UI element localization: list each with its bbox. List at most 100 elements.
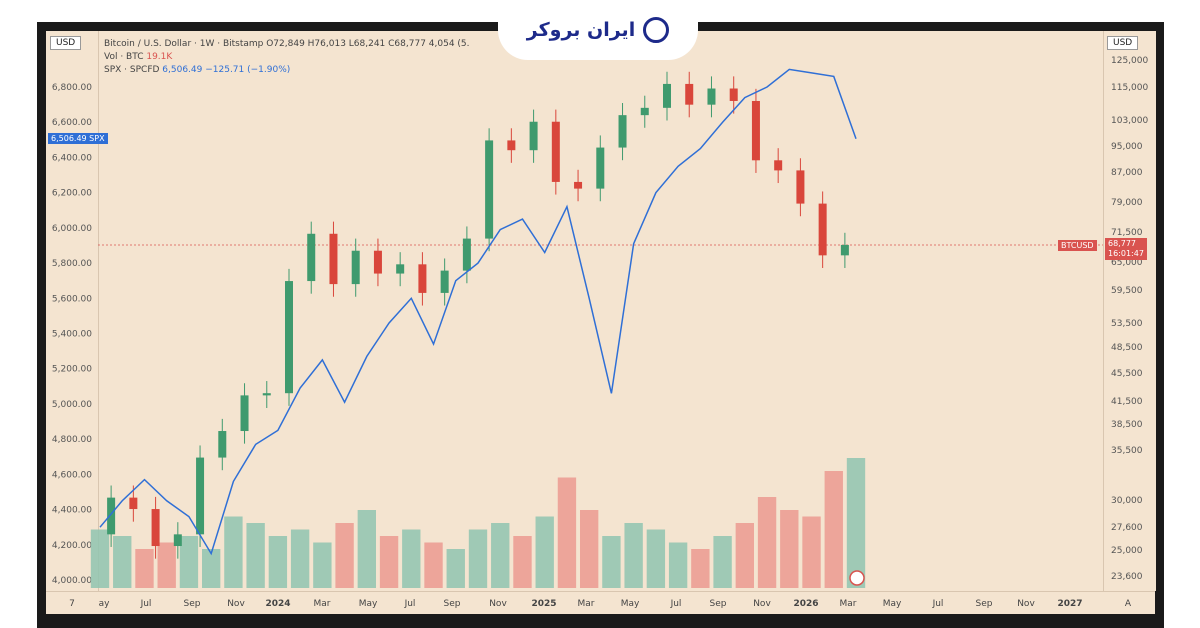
btc-price-tag: 68,777 16:01:47 <box>1105 238 1147 260</box>
volume-bar <box>224 516 243 588</box>
candle-body <box>507 140 516 151</box>
left-tick-label: 5,200.00 <box>52 365 92 375</box>
us-flag-icon <box>849 570 865 586</box>
candle-body <box>396 264 405 274</box>
volume-bar <box>290 529 310 588</box>
candle-body <box>373 250 382 274</box>
volume-bar <box>802 516 821 588</box>
x-tick-label: 2024 <box>265 599 290 609</box>
volume-bar <box>824 471 843 588</box>
candle-body <box>751 100 760 161</box>
x-tick-label: Jul <box>932 599 944 609</box>
left-tick-label: 5,000.00 <box>52 400 92 410</box>
volume-bar <box>602 536 621 588</box>
candle-body <box>485 140 494 239</box>
volume-bar <box>535 516 554 588</box>
spx-line <box>99 68 857 556</box>
left-tick-label: 5,800.00 <box>52 259 92 269</box>
candle-body <box>707 88 716 105</box>
candle-body <box>596 147 605 189</box>
right-tick-label: 45,500 <box>1111 369 1143 379</box>
right-tick-label: 59,500 <box>1111 286 1143 296</box>
legend-spx-value: 6,506.49 −125.71 (−1.90%) <box>162 65 291 75</box>
volume-bar <box>246 523 265 588</box>
right-tick-label: 65,000 <box>1111 258 1143 268</box>
x-tick-label: Nov <box>1017 599 1035 609</box>
volume-bar <box>846 458 866 588</box>
left-price-axis[interactable] <box>46 31 99 591</box>
x-tick-label: 2027 <box>1057 599 1082 609</box>
candle-body <box>818 203 827 256</box>
left-tick-label: 6,600.00 <box>52 118 92 128</box>
left-tick-label: 4,000.00 <box>52 576 92 586</box>
x-tick-label: Sep <box>444 599 461 609</box>
candle-body <box>529 121 538 151</box>
x-tick-label: A <box>1125 599 1132 609</box>
x-tick-label: Nov <box>753 599 771 609</box>
left-tick-label: 5,600.00 <box>52 294 92 304</box>
left-tick-label: 4,200.00 <box>52 541 92 551</box>
spx-tag-label: SPX <box>89 134 105 143</box>
currency-left[interactable]: USD <box>50 36 82 50</box>
candle-body <box>729 88 738 101</box>
right-price-axis[interactable] <box>1103 31 1156 591</box>
candle-body <box>151 509 160 547</box>
volume-bar <box>513 536 532 588</box>
candle-body <box>685 83 694 105</box>
volume-bar <box>713 536 732 588</box>
x-tick-label: Nov <box>489 599 507 609</box>
volume-bar <box>424 542 443 588</box>
candle-body <box>218 431 227 458</box>
right-tick-label: 87,000 <box>1111 168 1143 178</box>
legend-spx-label: SPX · SPCFD <box>104 65 163 75</box>
right-tick-label: 41,500 <box>1111 397 1143 407</box>
candle-body <box>462 238 471 271</box>
left-tick-label: 4,400.00 <box>52 506 92 516</box>
brand-banner: ایران بروکر <box>498 0 698 60</box>
candle-body <box>574 181 583 189</box>
candle-body <box>774 160 783 171</box>
right-tick-label: 27,600 <box>1111 523 1143 533</box>
candle-body <box>418 264 427 293</box>
volume-bar <box>691 549 710 588</box>
candle-body <box>285 281 293 394</box>
volume-bar <box>557 477 577 588</box>
volume-bar <box>446 549 465 588</box>
right-tick-label: 25,000 <box>1111 546 1143 556</box>
candle-body <box>173 534 182 547</box>
x-tick-label: May <box>883 599 902 609</box>
volume-bar <box>780 510 799 588</box>
candle-body <box>796 170 805 204</box>
volume-bar <box>668 542 688 588</box>
btc-label-tag: BTCUSD <box>1058 240 1097 251</box>
volume-bar <box>357 510 377 588</box>
volume-bar <box>646 529 666 588</box>
volume-bar <box>113 536 132 588</box>
x-tick-label: Mar <box>840 599 857 609</box>
volume-bar <box>491 523 510 588</box>
spx-price-tag: 6,506.49 SPX <box>48 133 108 144</box>
volume-bar <box>135 549 154 588</box>
legend-truncated: 5. <box>460 39 470 49</box>
brand-text: ایران بروکر <box>526 19 636 41</box>
volume-bar <box>268 536 288 588</box>
right-tick-label: 38,500 <box>1111 420 1143 430</box>
x-tick-label: ay <box>99 599 111 609</box>
volume-bar <box>90 529 110 588</box>
candle-body <box>329 233 338 285</box>
x-tick-label: Mar <box>578 599 595 609</box>
candle-body <box>840 244 849 256</box>
currency-right[interactable]: USD <box>1107 36 1139 50</box>
x-tick-label: Sep <box>976 599 993 609</box>
x-tick-label: Jul <box>404 599 416 609</box>
volume-bar <box>313 542 332 588</box>
time-axis[interactable] <box>46 591 1155 614</box>
candle-body <box>129 497 138 510</box>
volume-bar <box>579 510 599 588</box>
right-tick-label: 79,000 <box>1111 198 1143 208</box>
right-tick-label: 103,000 <box>1111 116 1148 126</box>
right-tick-label: 53,500 <box>1111 319 1143 329</box>
x-tick-label: May <box>359 599 378 609</box>
volume-bar <box>157 542 176 588</box>
